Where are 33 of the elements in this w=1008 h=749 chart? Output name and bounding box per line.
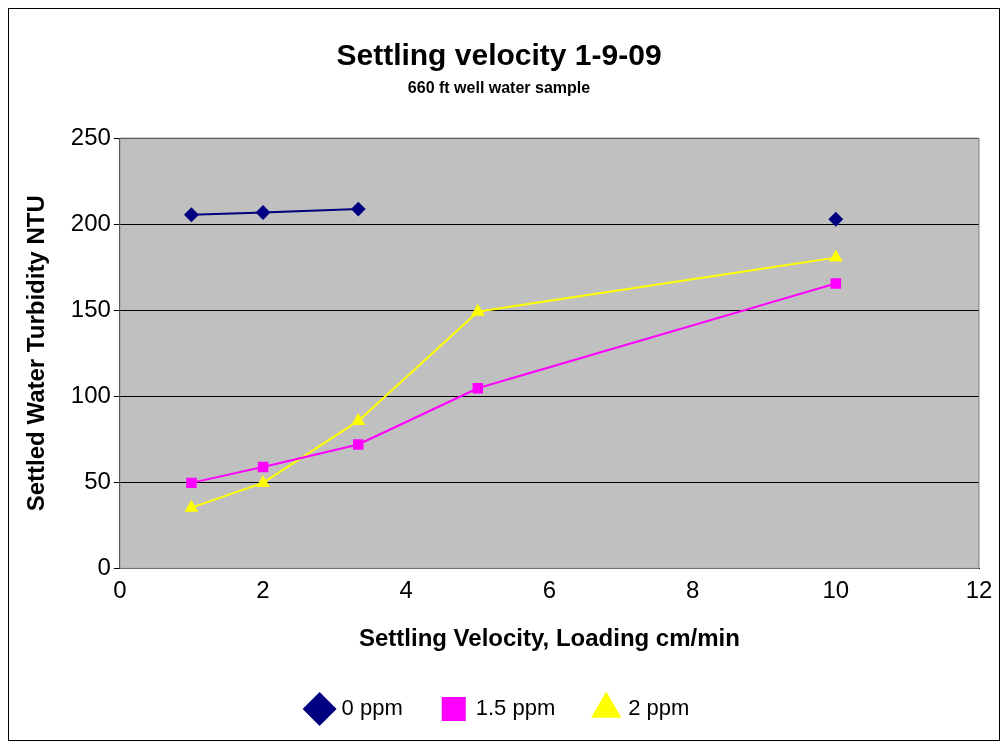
x-tick-label: 4 bbox=[399, 576, 413, 604]
point bbox=[471, 304, 485, 316]
point bbox=[472, 382, 484, 394]
chart-title: Settling velocity 1-9-09 bbox=[336, 38, 662, 72]
x-axis-title: Settling Velocity, Loading cm/min bbox=[358, 624, 740, 652]
point bbox=[351, 202, 366, 217]
point bbox=[352, 413, 365, 425]
y-axis-title: Settled Water Turbidity NTU bbox=[22, 195, 50, 512]
point bbox=[257, 461, 269, 473]
y-tick-label: 0 bbox=[97, 553, 111, 581]
x-tick-label: 6 bbox=[542, 576, 557, 604]
point bbox=[830, 278, 842, 289]
point bbox=[185, 500, 198, 512]
point bbox=[829, 250, 842, 262]
x-tick-label: 12 bbox=[965, 576, 993, 604]
legend-label: 0 ppm bbox=[341, 695, 403, 721]
x-tick-label: 2 bbox=[256, 576, 270, 604]
legend-label: 2 ppm bbox=[628, 695, 690, 721]
y-tick-label: 100 bbox=[70, 380, 111, 408]
point bbox=[828, 212, 843, 227]
x-tick-label: 10 bbox=[822, 576, 850, 604]
legend-label: 1.5 ppm bbox=[475, 695, 556, 721]
point bbox=[256, 475, 270, 487]
point bbox=[353, 439, 364, 450]
y-tick-label: 50 bbox=[84, 466, 111, 494]
x-tick-label: 8 bbox=[685, 576, 700, 604]
point bbox=[186, 477, 197, 489]
y-tick-label: 200 bbox=[70, 208, 111, 236]
y-tick-label: 250 bbox=[70, 122, 111, 150]
point bbox=[256, 205, 271, 220]
y-tick-label: 150 bbox=[70, 294, 111, 322]
point bbox=[184, 207, 199, 222]
chart-subtitle: 660 ft well water sample bbox=[407, 79, 591, 97]
